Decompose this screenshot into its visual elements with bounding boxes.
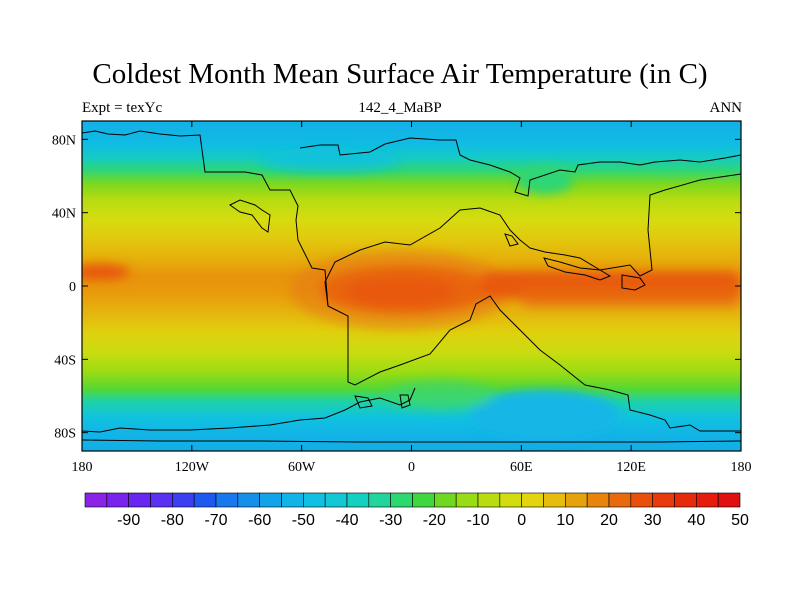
colorbar-label: 50	[731, 512, 749, 529]
colorbar-box	[281, 492, 304, 508]
x-tick-label: 180	[72, 460, 93, 475]
x-tick-label: 180	[731, 460, 752, 475]
colorbar-label: 20	[600, 512, 618, 529]
colorbar-box	[434, 492, 457, 508]
coastline	[81, 130, 742, 443]
colorbar-label: 30	[644, 512, 662, 529]
colorbar-box	[565, 492, 588, 508]
colorbar-box	[128, 492, 151, 508]
colorbar-box	[106, 492, 129, 508]
experiment-label: Expt = texYc	[82, 100, 163, 116]
x-tick-label: 120W	[175, 460, 210, 475]
colorbar-box	[521, 492, 544, 508]
colorbar-label: -30	[379, 512, 402, 529]
colorbar-label: -10	[466, 512, 489, 529]
colorbar-label: -60	[248, 512, 271, 529]
colorbar-label: -50	[292, 512, 315, 529]
colorbar-box	[150, 492, 173, 508]
colorbar-box	[346, 492, 370, 508]
colorbar-box	[259, 492, 282, 508]
y-tick-label: 80N	[52, 133, 76, 148]
map-title: Coldest Month Mean Surface Air Temperatu…	[92, 58, 708, 90]
colorbar-label: -40	[335, 512, 358, 529]
colorbar-box	[696, 492, 719, 508]
colorbar-box	[608, 492, 632, 508]
colorbar-label: -80	[161, 512, 184, 529]
x-tick-label: 60E	[510, 460, 533, 475]
colorbar: -90 -80 -70 -60 -50 -40 -30 -20 -10 0 10 20 30 40 50	[84, 492, 749, 529]
x-tick-label: 0	[408, 460, 415, 475]
time-slice-label: 142_4_MaBP	[358, 100, 442, 116]
colorbar-box	[193, 492, 217, 508]
y-tick-label: 40S	[54, 353, 76, 368]
axis-ticks: 180 120W 60W 0 60E 120E 180 80N 40N 0 40S 80S	[52, 121, 752, 475]
colorbar-box	[652, 492, 675, 508]
colorbar-box	[674, 492, 697, 508]
colorbar-box	[303, 492, 326, 508]
colorbar-label: 0	[517, 512, 526, 529]
x-tick-label: 60W	[288, 460, 316, 475]
colorbar-box	[172, 492, 195, 508]
colorbar-box	[586, 492, 610, 508]
y-tick-label: 0	[69, 280, 76, 295]
colorbar-box	[84, 492, 108, 508]
colorbar-box	[324, 492, 348, 508]
colorbar-box	[717, 492, 741, 508]
season-label: ANN	[709, 100, 743, 116]
temperature-field	[82, 121, 741, 451]
colorbar-label: -90	[117, 512, 140, 529]
colorbar-box	[412, 492, 435, 508]
colorbar-box	[630, 492, 653, 508]
colorbar-label: -20	[423, 512, 446, 529]
colorbar-label: 10	[556, 512, 574, 529]
colorbar-box	[499, 492, 522, 508]
colorbar-box	[543, 492, 566, 508]
x-tick-label: 120E	[616, 460, 646, 475]
colorbar-box	[237, 492, 260, 508]
colorbar-box	[390, 492, 413, 508]
colorbar-label: 40	[687, 512, 705, 529]
y-tick-label: 80S	[54, 427, 76, 442]
y-tick-label: 40N	[52, 207, 76, 222]
colorbar-box	[215, 492, 239, 508]
colorbar-box	[368, 492, 391, 508]
colorbar-label: -70	[204, 512, 227, 529]
colorbar-box	[455, 492, 479, 508]
colorbar-box	[477, 492, 501, 508]
